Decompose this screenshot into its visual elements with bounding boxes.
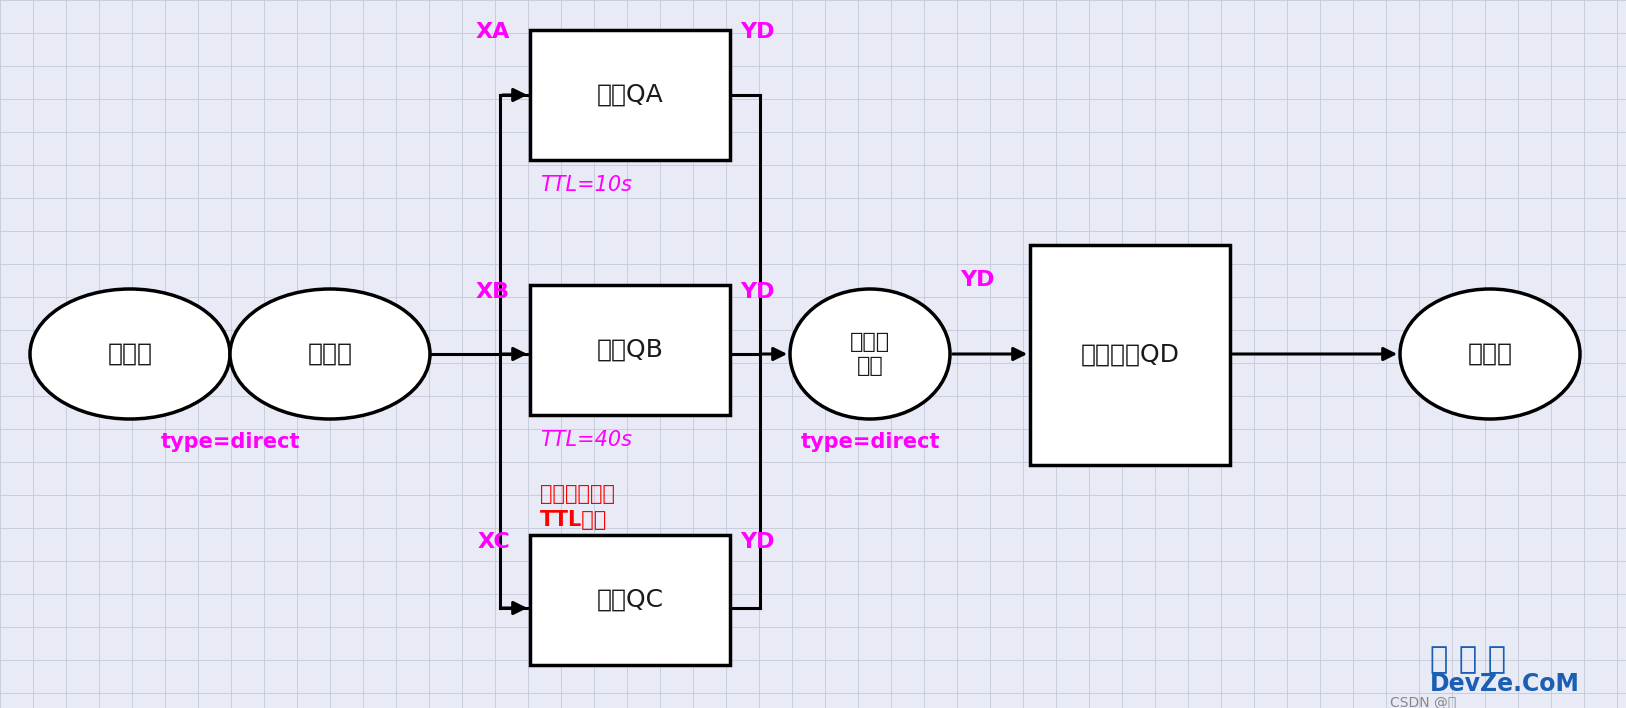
Text: 生产者: 生产者 xyxy=(107,342,153,366)
Text: TTL=10s: TTL=10s xyxy=(540,175,633,195)
Text: YD: YD xyxy=(959,270,995,290)
Text: XC: XC xyxy=(478,532,511,552)
Text: 死信队列QD: 死信队列QD xyxy=(1081,343,1179,367)
Text: 队列QB: 队列QB xyxy=(597,338,663,362)
Text: CSDN @不: CSDN @不 xyxy=(1390,695,1457,708)
Ellipse shape xyxy=(790,289,950,419)
Bar xyxy=(530,535,730,665)
Bar xyxy=(530,285,730,415)
Text: 队列QC: 队列QC xyxy=(597,588,663,612)
Bar xyxy=(530,30,730,160)
Text: XB: XB xyxy=(476,282,511,302)
Ellipse shape xyxy=(229,289,429,419)
Ellipse shape xyxy=(29,289,229,419)
Text: type=direct: type=direct xyxy=(161,432,299,452)
Text: XA: XA xyxy=(476,22,511,42)
Text: 队列QA: 队列QA xyxy=(597,83,663,107)
Text: type=direct: type=direct xyxy=(800,432,940,452)
Text: TTL=40s: TTL=40s xyxy=(540,430,633,450)
Text: 消费者: 消费者 xyxy=(1468,342,1512,366)
Text: YD: YD xyxy=(740,22,774,42)
Bar xyxy=(1029,245,1229,465)
Ellipse shape xyxy=(1400,289,1580,419)
Text: DevZe.CoM: DevZe.CoM xyxy=(1429,672,1580,696)
Text: 交换机: 交换机 xyxy=(307,342,353,366)
Text: 该队列不设置
TTL时间: 该队列不设置 TTL时间 xyxy=(540,484,615,530)
Text: YD: YD xyxy=(740,532,774,552)
Text: 死信交
换机: 死信交 换机 xyxy=(850,331,889,377)
Text: YD: YD xyxy=(740,282,774,302)
Text: 开 发 者: 开 发 者 xyxy=(1429,645,1506,674)
